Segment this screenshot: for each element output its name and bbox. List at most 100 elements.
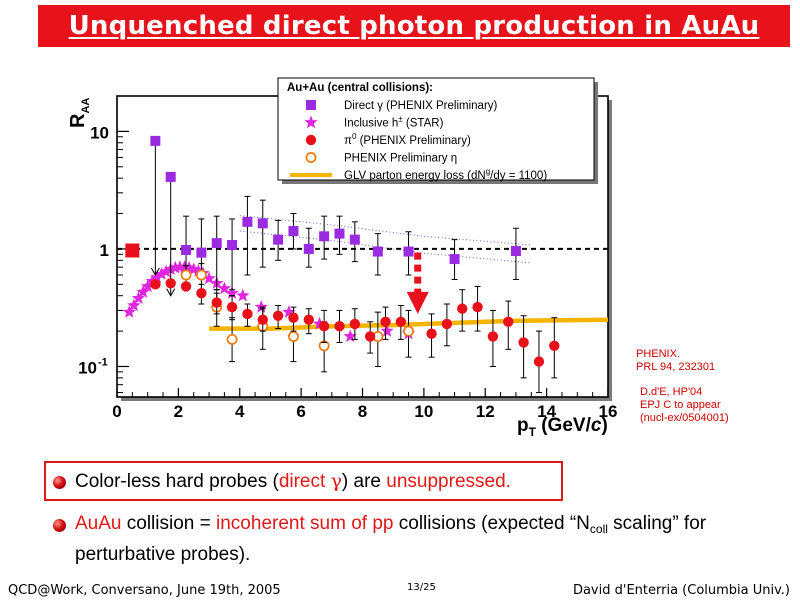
data-point-circle (272, 310, 284, 321)
data-point-star (225, 286, 239, 299)
y-axis-label: RAA (67, 98, 92, 128)
data-point-circle (518, 337, 529, 348)
data-point-square (403, 246, 414, 257)
bullet1-text-b: ) are (341, 471, 387, 492)
citation-dde-line3: (nucl-ex/0504001) (640, 412, 729, 424)
data-point-circle (364, 331, 376, 342)
legend-entry-sup: g (486, 167, 490, 176)
glv-curve (209, 317, 609, 331)
data-point-circle (457, 303, 468, 314)
slide-title: Unquenched direct photon production in A… (68, 11, 760, 41)
x-tick-label: 10 (414, 402, 433, 421)
citation-dde-line1: D.d'E, HP'04 (640, 386, 703, 398)
series-circle (150, 278, 560, 394)
data-point-circle (472, 301, 483, 313)
legend-entry-rest: /dy = 1100) (490, 170, 547, 182)
data-point-square (303, 243, 314, 254)
legend-marker-square (306, 100, 316, 110)
footer-page-number: 13/25 (407, 582, 436, 593)
data-point-star (191, 263, 205, 277)
citation-dde-line2: EPJ C to appear (640, 399, 721, 411)
data-point-square (165, 171, 176, 182)
photon-band-upper (239, 215, 532, 246)
data-point-square (288, 226, 299, 237)
legend-entry-label: Direct γ (PHENIX Preliminary) (344, 100, 498, 112)
data-point-circle (349, 318, 361, 330)
data-point-circle (288, 312, 299, 323)
y-tick-label: 10 (78, 358, 97, 377)
x-tick-label: 6 (296, 402, 305, 421)
legend-entry-sup: ± (398, 115, 403, 124)
x-tick-label: 0 (112, 402, 121, 421)
data-point-circle (211, 297, 222, 308)
bullet2-text-b: collisions (expected “N (393, 513, 590, 534)
legend-entry-label: Inclusive h± (STAR) (344, 115, 444, 130)
data-point-open-circle (195, 269, 207, 281)
y-tick-label-exponent: -1 (98, 356, 108, 368)
data-point-square (211, 238, 222, 249)
data-point-circle (226, 301, 238, 313)
y-axis-label-sub: AA (80, 98, 92, 114)
x-axis-label: pT (GeV/c) (517, 415, 608, 439)
bullet1-unsuppressed: unsuppressed. (386, 471, 511, 492)
data-point-circle (395, 316, 407, 327)
citation-phenix-prl-line2: PRL 94, 232301 (636, 361, 716, 373)
bullet2-ncoll-sub: coll (589, 522, 608, 536)
data-point-circle (441, 318, 453, 330)
data-point-star (159, 264, 173, 278)
bullet2-incoherent: incoherent sum of (216, 513, 368, 534)
data-point-star (202, 271, 216, 285)
data-point-circle (318, 321, 330, 332)
bullet-auau-collision: AuAu collision = incoherent sum of pp co… (75, 511, 775, 568)
slide-title-bar: Unquenched direct photon production in A… (38, 5, 790, 47)
data-point-circle (165, 278, 176, 289)
data-point-circle (180, 281, 192, 292)
footer-conference: QCD@Work, Conversano, June 19th, 2005 (8, 583, 281, 598)
data-point-square (349, 234, 360, 245)
data-point-square (181, 244, 192, 255)
x-tick-label: 8 (358, 402, 367, 421)
data-point-star (236, 288, 250, 302)
data-point-circle (503, 316, 514, 327)
data-point-square (510, 246, 521, 257)
legend-marker-star (304, 115, 318, 129)
bullet2-text-a: collision = (121, 513, 217, 534)
bullet1-text-a: Color-less hard probes ( (75, 471, 279, 492)
data-point-star (312, 317, 327, 330)
data-point-star (122, 305, 136, 318)
citation-phenix-prl: PHENIX. PRL 94, 232301 (636, 348, 715, 374)
data-point-square (227, 240, 238, 251)
data-point-circle (533, 356, 545, 367)
legend-header: Au+Au (central collisions): (287, 82, 433, 94)
data-point-circle (196, 288, 207, 299)
y-tick-label: 1 (100, 241, 109, 260)
x-axis-label-close: ) (601, 415, 607, 436)
data-point-open-circle (226, 333, 238, 345)
data-point-circle (242, 308, 253, 320)
x-axis-label-sub: T (529, 425, 537, 439)
data-point-open-circle (180, 269, 192, 281)
upper-limit-arrow (166, 288, 176, 297)
data-point-circle (150, 279, 161, 290)
bullet2-pp: pp (372, 513, 394, 534)
x-axis-label-c: c (591, 415, 602, 436)
data-point-circle (380, 316, 391, 327)
data-point-open-circle (403, 325, 414, 337)
x-tick-label: 2 (174, 402, 183, 421)
data-point-square (319, 231, 330, 242)
series-square (150, 135, 521, 297)
data-point-square (257, 218, 268, 229)
citation-phenix-prl-line1: PHENIX. (636, 348, 681, 360)
legend-entry-sup: 0 (352, 132, 357, 141)
data-point-star (127, 298, 141, 312)
data-point-circle (334, 321, 345, 332)
legend-entry-label: π0 (PHENIX Preliminary) (344, 132, 471, 147)
data-point-circle (549, 340, 560, 351)
x-tick-label: 4 (235, 402, 245, 421)
bullet-icon (53, 519, 66, 532)
bullet-icon (53, 476, 66, 489)
legend-box (277, 77, 595, 181)
data-point-star (131, 291, 146, 304)
data-point-circle (303, 314, 314, 325)
data-point-star (154, 267, 169, 280)
